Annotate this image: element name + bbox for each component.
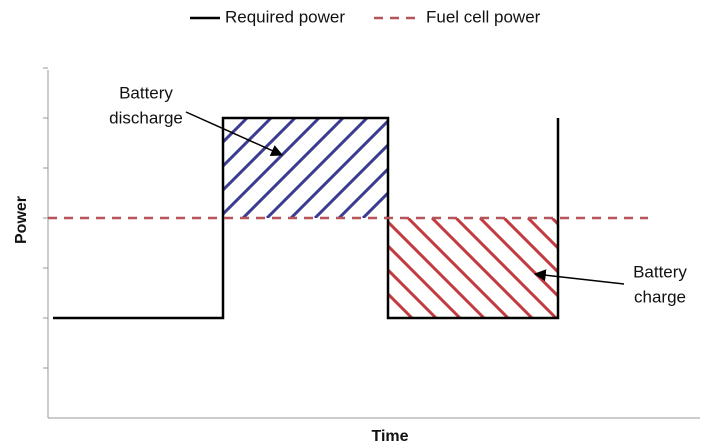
legend-label: Fuel cell power [426, 7, 541, 26]
hatch-line [388, 291, 414, 318]
hatch-line [385, 214, 388, 218]
hatch-line [430, 218, 534, 318]
hatch-line [406, 218, 510, 318]
annotation-text: discharge [109, 108, 183, 127]
hatch-line [313, 142, 388, 218]
hatch-line [337, 166, 388, 218]
hatch-line [388, 243, 462, 318]
hatch-line [502, 218, 558, 275]
legend-label: Required power [225, 7, 345, 26]
hatch-line [241, 118, 345, 218]
hatch-line [223, 118, 321, 217]
hatch-line [361, 190, 388, 218]
hatch-line [483, 118, 583, 218]
hatch-line [223, 118, 225, 121]
hatch-layer [223, 118, 583, 318]
series-line [53, 116, 560, 320]
hatch-line [388, 315, 390, 318]
hatch-line [454, 218, 558, 318]
hatch-line [223, 118, 297, 193]
hatch-line [526, 218, 558, 251]
hatch-line [459, 118, 559, 218]
annotation-text: Battery [119, 83, 173, 102]
hatch-line [223, 118, 249, 145]
x-axis-title: Time [371, 428, 408, 445]
hatch-line [388, 219, 486, 318]
annotation-arrow [533, 269, 625, 285]
annotation-arrow [185, 111, 284, 157]
annotation-text: Battery [633, 262, 687, 281]
y-axis-title: Power [13, 196, 30, 244]
annotation-text: charge [634, 287, 686, 306]
hatch-line [478, 218, 558, 299]
hatch-line [289, 118, 388, 218]
hatch-line [388, 267, 438, 318]
hatch-line [265, 118, 369, 218]
hatch-line [411, 118, 511, 218]
hatch-line [435, 118, 535, 218]
hatch-area [223, 118, 583, 218]
hatch-line [223, 118, 273, 169]
hatch-area [388, 218, 558, 318]
